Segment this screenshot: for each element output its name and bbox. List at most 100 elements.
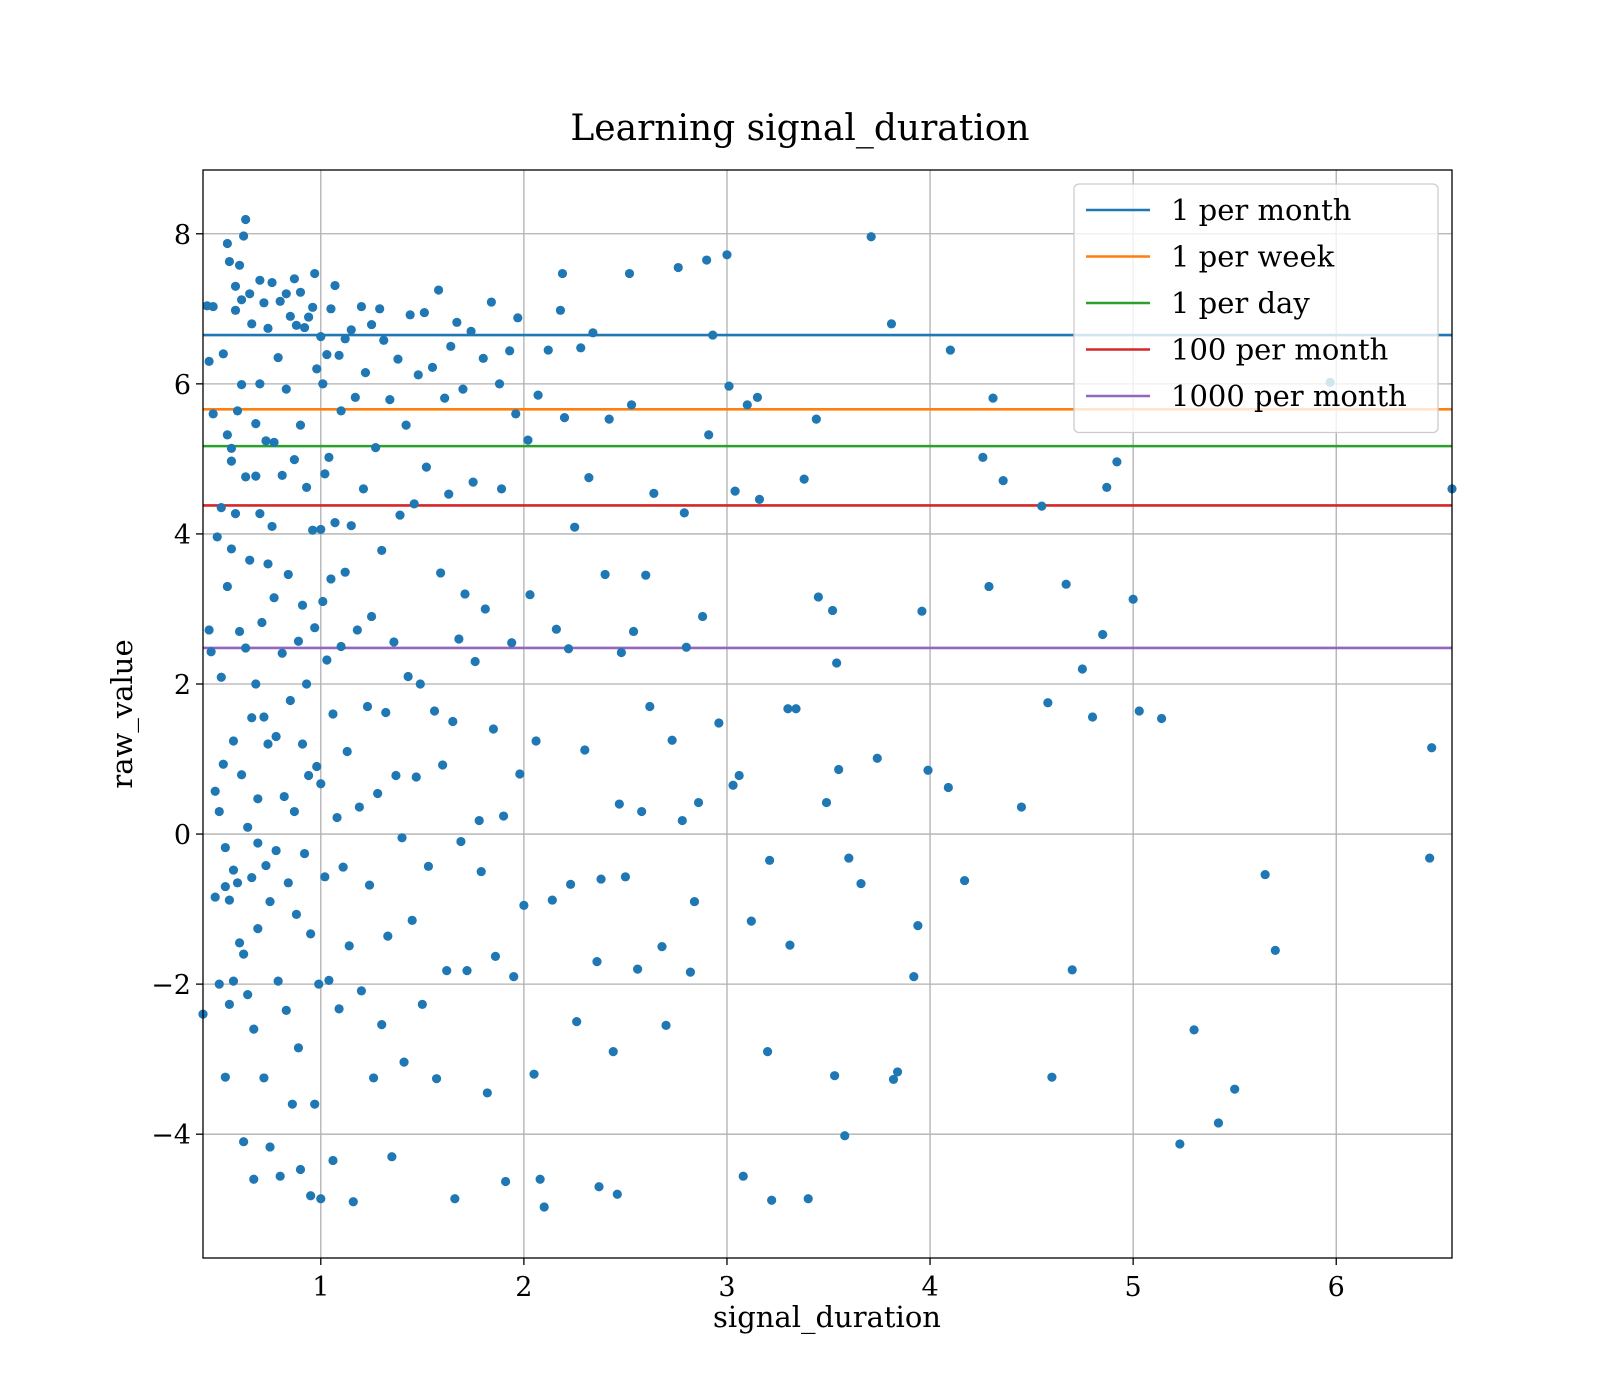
data-point <box>212 532 222 542</box>
data-point <box>565 879 576 889</box>
data-point <box>734 770 744 781</box>
data-point <box>507 638 517 648</box>
data-point <box>257 617 267 628</box>
data-point <box>204 625 214 635</box>
data-point <box>525 590 535 600</box>
y-axis-label: raw_value <box>105 639 140 788</box>
data-point <box>299 322 310 333</box>
data-point <box>785 940 795 950</box>
data-point <box>1260 869 1270 880</box>
data-point <box>498 811 509 821</box>
data-point <box>222 430 232 440</box>
data-point <box>496 484 507 494</box>
data-point <box>594 1182 604 1192</box>
y-tick-label: 6 <box>174 370 191 401</box>
data-point <box>243 990 253 1000</box>
data-point <box>310 1099 320 1109</box>
data-point <box>519 900 529 910</box>
data-point <box>1037 501 1047 511</box>
data-point <box>228 865 239 875</box>
data-point <box>251 679 261 689</box>
data-point <box>251 471 261 481</box>
data-point <box>702 255 712 265</box>
data-point <box>224 256 235 267</box>
legend: 1 per month 1 per week 1 per day 100 per mo… <box>1073 183 1439 434</box>
data-point <box>301 482 312 492</box>
data-point <box>397 833 407 843</box>
data-point <box>620 872 631 882</box>
data-point <box>626 400 637 410</box>
data-point <box>1134 706 1144 716</box>
data-point <box>395 510 405 520</box>
x-tick-label: 6 <box>1328 1272 1345 1303</box>
data-point <box>226 456 237 466</box>
data-point <box>230 281 241 291</box>
data-point <box>984 581 994 592</box>
data-point <box>385 395 395 405</box>
data-point <box>265 896 275 907</box>
data-point <box>685 967 696 977</box>
data-point <box>354 802 364 812</box>
data-point <box>277 648 287 658</box>
data-point <box>427 362 438 372</box>
data-point <box>923 765 933 775</box>
data-point <box>310 268 320 279</box>
data-point <box>230 305 241 315</box>
data-point <box>559 413 570 423</box>
data-point <box>486 297 496 307</box>
data-point <box>730 486 740 496</box>
data-point <box>255 509 265 519</box>
data-point <box>228 976 239 986</box>
data-point <box>454 634 464 644</box>
data-point <box>340 334 350 344</box>
data-point <box>742 400 752 410</box>
data-point <box>261 436 271 446</box>
data-point <box>220 881 230 892</box>
data-point <box>429 706 440 716</box>
data-point <box>783 704 793 714</box>
data-point <box>450 1194 460 1204</box>
data-point <box>421 462 431 472</box>
data-point <box>236 770 247 780</box>
data-point <box>306 1191 316 1201</box>
data-point <box>1213 1118 1224 1128</box>
data-point <box>241 472 251 482</box>
data-point <box>289 455 299 465</box>
data-point <box>295 287 306 297</box>
data-point <box>293 636 304 646</box>
data-point <box>381 707 391 718</box>
data-point <box>523 435 533 445</box>
data-point <box>234 626 245 637</box>
data-point <box>273 352 283 363</box>
data-point <box>513 313 523 323</box>
data-point <box>480 604 490 614</box>
data-point <box>271 731 281 742</box>
data-point <box>263 559 273 569</box>
data-point <box>596 874 606 884</box>
data-point <box>1047 1072 1057 1082</box>
data-point <box>821 797 832 808</box>
data-point <box>251 419 261 429</box>
data-point <box>218 349 228 359</box>
data-point <box>356 301 367 312</box>
x-tick-label: 3 <box>718 1272 735 1303</box>
data-point <box>645 701 655 712</box>
data-point <box>222 581 232 592</box>
data-point <box>283 569 293 580</box>
data-point <box>220 842 230 853</box>
data-point <box>1087 712 1098 722</box>
data-point <box>334 350 344 360</box>
data-point <box>442 966 452 976</box>
data-point <box>827 605 838 616</box>
data-point <box>401 420 411 430</box>
data-point <box>813 592 823 602</box>
data-point <box>563 644 574 654</box>
data-point <box>529 1069 539 1079</box>
data-point <box>714 718 724 728</box>
data-point <box>358 484 369 494</box>
data-point <box>765 855 775 865</box>
data-point <box>557 268 568 279</box>
data-point <box>289 806 299 817</box>
data-point <box>413 370 423 380</box>
data-point <box>452 317 462 327</box>
